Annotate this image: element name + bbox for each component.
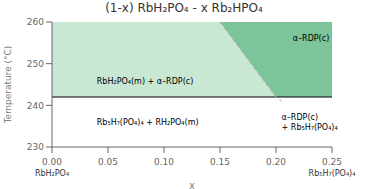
svg-text:0.25: 0.25	[322, 157, 342, 167]
svg-text:Rb₅H₇(PO₄)₄ + RH₂PO₄(m): Rb₅H₇(PO₄)₄ + RH₂PO₄(m)	[97, 118, 199, 127]
svg-text:RbH₂PO₄(m) + α–RDP(c): RbH₂PO₄(m) + α–RDP(c)	[97, 76, 193, 85]
html-text:(1-x) RbH₂PO₄ - x Rb₂HPO₄: (1-x) RbH₂PO₄ - x Rb₂HPO₄	[105, 1, 263, 15]
svg-text:0.10: 0.10	[154, 157, 174, 167]
svg-text:0.15: 0.15	[210, 157, 230, 167]
svg-text:0.20: 0.20	[266, 157, 286, 167]
svg-text:Rb₅H₇(PO₄)₄: Rb₅H₇(PO₄)₄	[309, 169, 356, 178]
svg-text:250: 250	[27, 59, 44, 69]
svg-text:α–RDP(c): α–RDP(c)	[293, 33, 329, 42]
svg-text:240: 240	[27, 101, 44, 111]
svg-text:0.05: 0.05	[98, 157, 118, 167]
svg-text:RbH₂PO₄: RbH₂PO₄	[35, 169, 69, 178]
svg-text:α–RDP(c)+ Rb₅H₇(PO₄)₄: α–RDP(c)+ Rb₅H₇(PO₄)₄	[282, 113, 338, 132]
svg-text:Temperature (°C): Temperature (°C)	[8, 46, 13, 125]
svg-text:230: 230	[27, 142, 44, 152]
svg-text:260: 260	[27, 17, 44, 27]
svg-text:0.00: 0.00	[42, 157, 62, 167]
svg-text:x: x	[189, 180, 195, 189]
